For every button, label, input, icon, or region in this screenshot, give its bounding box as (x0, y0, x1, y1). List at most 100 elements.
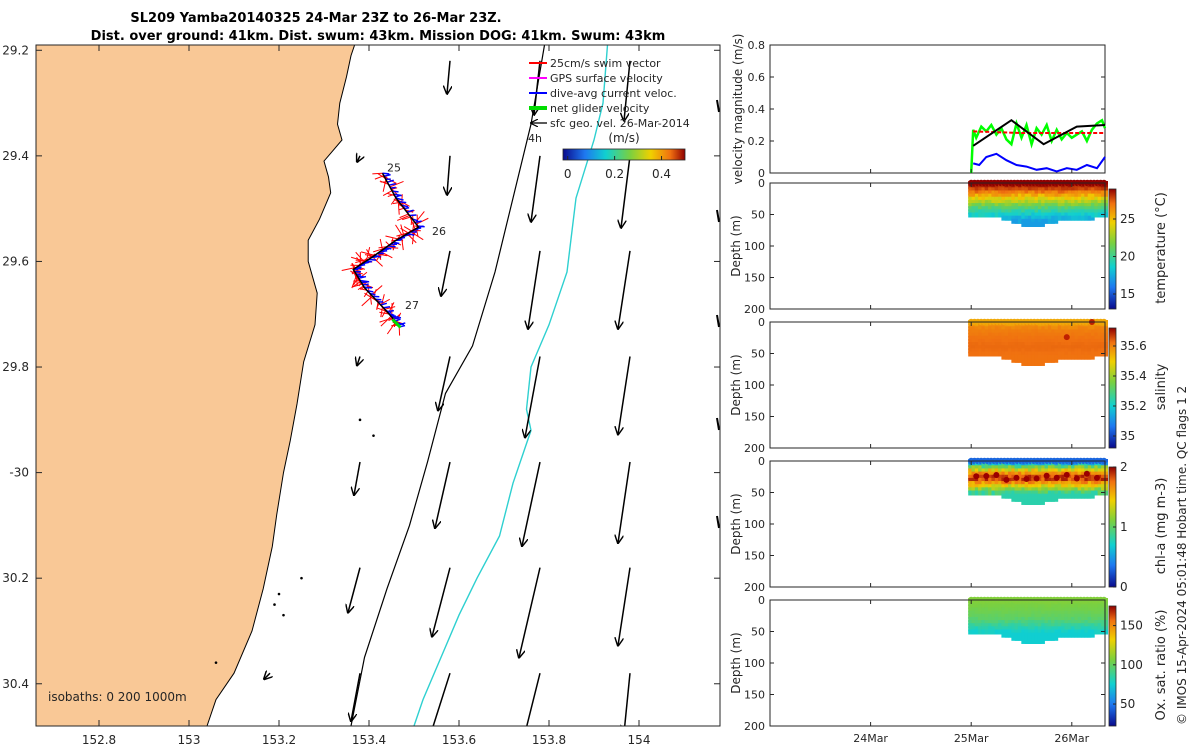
speed-colorbar-bar (562, 148, 686, 161)
dive-avg-vector (383, 306, 391, 309)
legend-item-gps: GPS surface velocity (529, 72, 663, 85)
isobath-200m (350, 45, 546, 726)
section-cell (1100, 323, 1108, 329)
cbar-tick: 15 (1120, 287, 1135, 301)
section-ylabel: Depth (m) (729, 354, 743, 415)
geo-vel-arrow (528, 250, 541, 329)
cbar-tick: 2 (1120, 460, 1128, 474)
swim-vector (380, 250, 393, 259)
dive-avg-vector (393, 316, 402, 320)
section-cell (1100, 209, 1108, 215)
swim-vector (379, 311, 390, 315)
swim-vector (409, 217, 416, 230)
section-cell (1087, 354, 1095, 360)
glider-track (341, 172, 429, 336)
section-cell (1100, 487, 1108, 493)
map-x-tick: 153.6 (442, 733, 476, 747)
section-colorbar-label: salinity (1154, 363, 1169, 410)
chl-max-dot (1053, 474, 1060, 481)
swim-vector (379, 180, 389, 185)
swim-vector (398, 207, 405, 211)
edge-vector-mark (716, 417, 720, 431)
geo-vel-arrow (618, 461, 631, 543)
section-cell (1100, 620, 1108, 626)
swim-vector (389, 180, 404, 188)
geo-vel-arrow (624, 60, 631, 121)
swim-vector (369, 293, 372, 305)
salinity-dot (1063, 334, 1070, 341)
section-y-tick: 100 (744, 379, 765, 392)
geo-vel-arrow (526, 673, 541, 726)
section-cell (1100, 623, 1108, 629)
cbar-tick: 25 (1120, 212, 1135, 226)
section-cell (1100, 329, 1108, 335)
section-cell (1100, 345, 1108, 351)
section-y-tick: 200 (744, 581, 765, 594)
map-x-tick: 153 (178, 733, 201, 747)
section-cell (1100, 338, 1108, 344)
dive-avg-vector (395, 194, 402, 198)
section-colorbar-label: temperature (°C) (1154, 192, 1169, 304)
swim-vector (361, 295, 373, 307)
dive-avg-vector (383, 173, 391, 177)
geo-vel-arrow (531, 155, 541, 222)
section-cell (1100, 184, 1108, 190)
island-dot (372, 434, 375, 437)
section-y-tick: 150 (744, 272, 765, 285)
section-cell (1100, 332, 1108, 338)
section-colorbar (1108, 605, 1117, 727)
dive-avg-vector (393, 241, 400, 245)
time-x-tick: 25Mar (954, 732, 989, 745)
cbar-tick: 35 (1120, 429, 1135, 443)
swim-vector (391, 187, 398, 190)
svg-text:25cm/s swim vector: 25cm/s swim vector (550, 57, 661, 70)
section-cell (1100, 193, 1108, 199)
island-dot (300, 576, 303, 580)
dive-avg-vector (386, 309, 394, 313)
geo-vel-arrow (435, 461, 451, 528)
swim-vector (400, 224, 405, 236)
isobath-1000m (413, 45, 609, 726)
geo-vel-arrow (525, 356, 541, 437)
dive-avg-vector (380, 302, 388, 306)
swim-vector (387, 192, 395, 197)
dive-avg-vector (406, 209, 414, 213)
speed-cbar-tick: 0.4 (652, 167, 671, 181)
swim-vector (384, 176, 397, 184)
title-line-1: SL209 Yamba20140325 24-Mar 23Z to 26-Mar… (130, 11, 501, 26)
section-cell (1100, 604, 1108, 610)
vel-y-tick: 0.8 (748, 39, 766, 52)
map-panel: 25 26 27 152.8 153 153.2 153.4 153.6 153.8 154 29… (2, 43, 721, 747)
section-colorbar (1108, 188, 1117, 310)
edge-vector-mark (716, 209, 720, 223)
swim-vector (397, 215, 410, 221)
swim-vector (384, 306, 396, 310)
map-x-tick: 153.4 (352, 733, 386, 747)
map-y-tick: 29.6 (2, 254, 29, 268)
swim-vector (370, 285, 383, 296)
section-panel-chl: 0 50 100 150 200 Depth (m) 0 1 2 chl-a (mg m-3) (729, 455, 1169, 594)
swim-vector (402, 216, 411, 221)
vel-y-tick: 0.2 (748, 135, 766, 148)
section-cell (1100, 187, 1108, 193)
chl-max-dot (983, 473, 990, 480)
svg-text:GPS surface velocity: GPS surface velocity (550, 72, 663, 85)
map-y-tick: 29.2 (2, 43, 29, 57)
velocity-panel: 0 0.2 0.4 0.6 0.8 velocity magnitude (m/s) (731, 34, 1107, 184)
section-cell (1100, 626, 1108, 632)
section-cell (1037, 499, 1045, 505)
legend-item-swim: 25cm/s swim vector (529, 57, 661, 70)
chl-max-dot (1043, 472, 1050, 479)
chl-max-dot (1033, 475, 1040, 482)
island-dot (273, 603, 276, 606)
chl-max-dot (1073, 475, 1080, 482)
speed-colorbar: (m/s) 0 0.2 0.4 (562, 131, 686, 181)
section-y-tick: 200 (744, 303, 765, 316)
swim-vector (372, 256, 383, 267)
geo-vel-arrow (432, 567, 451, 637)
section-cell (1100, 190, 1108, 196)
swim-vector (351, 263, 355, 269)
swim-vector (380, 315, 392, 327)
section-cell (1100, 484, 1108, 490)
map-frame (35, 44, 721, 727)
